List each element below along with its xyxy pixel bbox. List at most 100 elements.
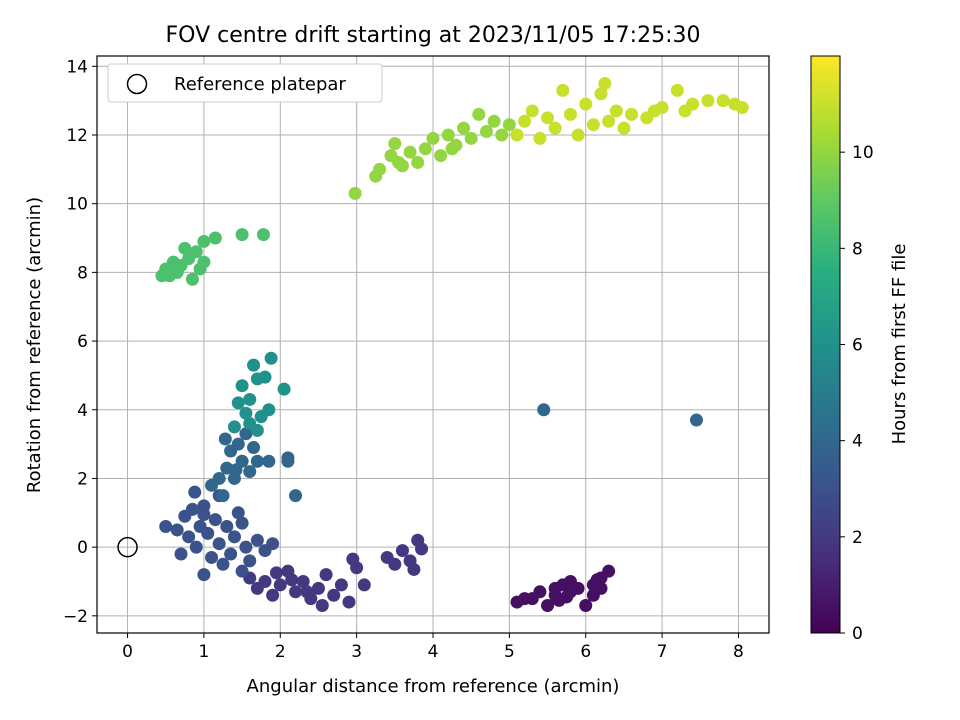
- data-point: [189, 540, 203, 554]
- data-point: [348, 186, 362, 200]
- data-point: [170, 523, 184, 537]
- y-tick-label: 8: [77, 263, 88, 283]
- data-point: [403, 145, 417, 159]
- data-point: [525, 104, 539, 118]
- data-point: [185, 272, 199, 286]
- data-point: [563, 107, 577, 121]
- data-point: [256, 228, 270, 242]
- data-point: [247, 358, 261, 372]
- data-point: [571, 581, 585, 595]
- data-point: [457, 121, 471, 135]
- data-point: [239, 406, 253, 420]
- data-point: [560, 590, 574, 604]
- colorbar-tick-label: 6: [852, 336, 863, 356]
- data-points: [155, 76, 749, 613]
- y-tick-label: 10: [66, 195, 88, 215]
- data-point: [235, 228, 249, 242]
- x-tick-label: 6: [580, 642, 591, 662]
- data-point: [411, 155, 425, 169]
- data-point: [716, 94, 730, 108]
- data-point: [327, 588, 341, 602]
- data-point: [231, 506, 245, 520]
- data-point: [602, 564, 616, 578]
- colorbar-label: Hours from first FF file: [889, 244, 910, 445]
- data-point: [502, 118, 516, 132]
- data-point: [212, 471, 226, 485]
- data-point: [243, 554, 257, 568]
- data-point: [373, 162, 387, 176]
- data-point: [319, 568, 333, 582]
- colorbar-tick-label: 8: [852, 239, 863, 259]
- data-point: [208, 513, 222, 527]
- data-point: [188, 485, 202, 499]
- data-point: [537, 403, 551, 417]
- data-point: [300, 585, 314, 599]
- x-tick-label: 1: [198, 642, 209, 662]
- data-point: [218, 432, 232, 446]
- data-point: [418, 142, 432, 156]
- data-point: [285, 573, 299, 587]
- data-point: [289, 489, 303, 503]
- grid-lines: [97, 56, 769, 633]
- x-axis-ticks: 0 1 2 3 4 5 6 7 8: [122, 633, 744, 662]
- x-tick-label: 3: [351, 642, 362, 662]
- x-tick-label: 5: [504, 642, 515, 662]
- data-point: [533, 585, 547, 599]
- data-point: [273, 578, 287, 592]
- legend-hollow-circle-icon: [126, 73, 148, 95]
- data-point: [231, 437, 245, 451]
- y-axis-ticks: −2 0 2 4 6 8 10 12 14: [63, 57, 97, 627]
- y-axis-label: Rotation from reference (arcmin): [24, 197, 45, 493]
- colorbar-ticks: 0 2 4 6 8 10: [840, 143, 874, 644]
- data-point: [541, 111, 555, 125]
- data-point: [735, 101, 749, 115]
- data-point: [533, 131, 547, 145]
- data-point: [617, 121, 631, 135]
- x-tick-label: 0: [122, 642, 133, 662]
- data-point: [594, 87, 608, 101]
- data-point: [441, 128, 455, 142]
- data-point: [445, 142, 459, 156]
- data-point: [311, 581, 325, 595]
- y-tick-label: 14: [66, 57, 88, 77]
- legend-box: [107, 63, 383, 103]
- data-point: [208, 231, 222, 245]
- data-point: [415, 542, 429, 556]
- data-point: [182, 530, 196, 544]
- data-point: [678, 104, 692, 118]
- data-point: [395, 544, 409, 558]
- data-point: [392, 155, 406, 169]
- data-point: [556, 83, 570, 97]
- data-point: [189, 245, 203, 259]
- y-tick-label: 6: [77, 332, 88, 352]
- legend: Reference platepar: [107, 63, 383, 103]
- data-point: [670, 83, 684, 97]
- x-axis-label: Angular distance from reference (arcmin): [247, 676, 620, 697]
- data-point: [571, 128, 585, 142]
- data-point: [296, 574, 310, 588]
- colorbar: 0 2 4 6 8 10 Hours from first FF file: [810, 55, 910, 644]
- data-point: [510, 128, 524, 142]
- reference-platepar-marker: [117, 536, 138, 558]
- x-tick-label: 4: [428, 642, 439, 662]
- data-point: [174, 547, 188, 561]
- chart-title: FOV centre drift starting at 2023/11/05 …: [166, 23, 701, 48]
- data-point: [258, 574, 272, 588]
- data-point: [277, 382, 291, 396]
- data-point: [229, 463, 243, 477]
- colorbar-gradient: [810, 55, 841, 634]
- data-point: [235, 516, 249, 530]
- data-point: [235, 564, 249, 578]
- data-point: [250, 423, 264, 437]
- data-point: [487, 114, 501, 128]
- data-point: [407, 562, 421, 576]
- data-point: [388, 137, 402, 151]
- data-point: [590, 573, 604, 587]
- data-point: [541, 599, 555, 613]
- data-point: [231, 396, 245, 410]
- data-point: [579, 97, 593, 111]
- data-point: [250, 533, 264, 547]
- data-point: [269, 566, 283, 580]
- data-point: [205, 550, 219, 564]
- legend-entry: Reference platepar: [174, 74, 346, 95]
